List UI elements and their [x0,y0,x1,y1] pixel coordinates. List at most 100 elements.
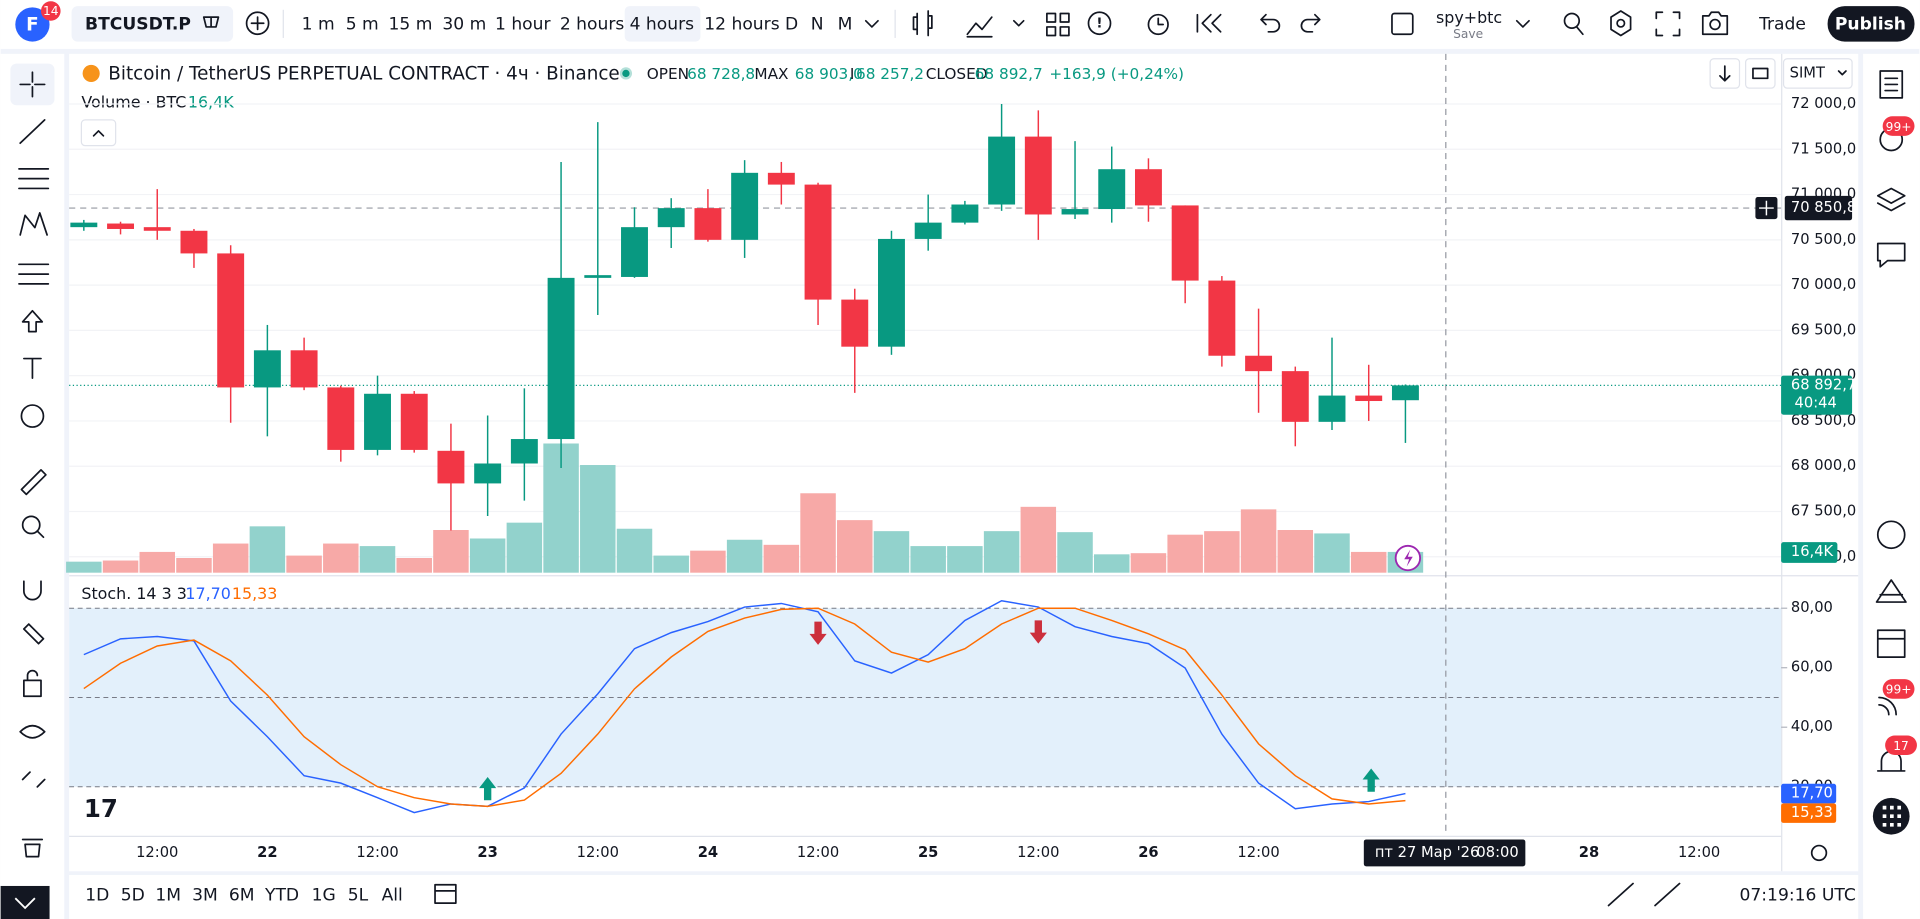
volume-bar [910,546,946,573]
tool-prediction[interactable] [18,263,50,285]
tool-misc[interactable] [23,530,45,698]
icon-chat[interactable] [1876,242,1906,268]
y-tick-label: 70 000,0 [1791,276,1856,293]
interval[interactable]: 2 hours [560,14,625,34]
collapse-button[interactable] [80,119,117,147]
stoch-tick-label: 40,00 [1791,718,1833,735]
volume-bar [176,557,212,573]
volume-bar [359,546,396,573]
icon-snapshot[interactable] [1701,11,1729,36]
volume-bar [469,538,506,573]
range-button[interactable]: 3M [192,886,218,906]
tool-ruler[interactable] [20,469,47,496]
interval[interactable]: 1 hour [495,14,552,34]
icon-layers[interactable] [1876,187,1906,212]
top-toolbar [0,0,1920,49]
reset-button[interactable] [1745,58,1776,89]
symbol-search[interactable] [71,6,234,42]
icon-alert-info[interactable] [1087,11,1112,36]
range-button[interactable]: All [382,886,403,906]
publish-button[interactable] [1827,6,1915,42]
trade-button[interactable]: Trade [1758,14,1806,34]
volume-bar [1020,506,1057,573]
interval[interactable]: M [838,14,853,34]
icon-settings[interactable] [1575,10,1632,37]
tool-panel-toggle[interactable] [0,885,50,919]
x-tick-label: 12:00 [1017,844,1059,861]
icon-fullscreen[interactable] [1655,11,1681,37]
icon-templates[interactable] [1046,12,1070,37]
y-tick-label: 72 000,0 [1791,95,1856,112]
interval[interactable]: 12 hours [704,14,779,34]
interval[interactable]: 1 m [302,14,335,34]
ohlc-item: 68 903,0 [795,65,863,83]
tool-arrow[interactable] [21,309,44,333]
badge-text: 99+ [1886,120,1912,134]
candle-body [253,350,281,388]
scale-mode-button[interactable] [1782,58,1853,89]
icon-chevron[interactable] [1515,19,1530,28]
x-tick-label: 25 [918,844,938,861]
icon-misc[interactable] [1875,579,1907,772]
volume-bar [1277,530,1314,573]
tool-trendline[interactable] [19,119,46,145]
volume-bar [286,555,322,573]
badge [1885,735,1917,756]
candle-body [143,227,171,231]
volume-bar [1240,509,1277,573]
candle-body [1391,385,1419,401]
interval[interactable]: 30 m [442,14,486,34]
candle-body [878,238,905,347]
range-button[interactable]: 1M [155,886,181,906]
interval[interactable]: 15 m [389,14,433,34]
icon-add[interactable] [245,11,270,36]
icon-chevron[interactable] [1012,19,1025,27]
interval[interactable]: D [785,14,798,34]
tool-emoji[interactable] [20,404,45,428]
icon-target[interactable] [1876,520,1906,550]
range-button[interactable]: 1G [312,886,336,906]
range-button[interactable]: YTD [264,886,299,906]
tool-active-bg [10,63,55,106]
tool-crosshair[interactable] [19,71,46,98]
tool-patterns[interactable] [19,212,48,236]
icon-alarm[interactable] [1147,13,1169,36]
candle-body [951,204,979,223]
icon-layout[interactable] [1391,12,1414,36]
tool-text[interactable] [23,357,42,379]
range-button[interactable]: 5D [121,886,145,906]
signal-up [1362,768,1380,792]
sidebar-icons: 99+ 99+ 17 [1872,70,1917,835]
icon-search[interactable] [1563,12,1581,30]
layout-save[interactable]: Save [1453,27,1483,41]
candle-body [988,136,1016,205]
icon-indicators[interactable] [966,16,993,38]
range-button[interactable]: 5L [348,886,369,906]
left-toolbar [0,53,65,919]
icon-chevron[interactable] [864,19,879,28]
range-button[interactable]: 6M [229,886,255,906]
volume-bar [433,530,469,573]
interval[interactable]: N [811,14,824,34]
tool-misc2[interactable] [19,724,46,858]
icon-drawing-shortcuts[interactable] [1607,882,1681,907]
tool-fib[interactable] [18,168,50,190]
avatar[interactable]: F 14 [15,1,61,42]
icon-undo[interactable] [1260,13,1281,33]
crosshair-add-icon [1759,200,1774,216]
layout-name[interactable]: spy+btc [1436,8,1502,27]
x-tick-label: 12:00 [356,844,398,861]
icon-goto-date[interactable] [434,883,457,904]
axis-settings[interactable] [1810,844,1828,862]
icon-candles[interactable] [912,10,933,37]
tool-zoom[interactable] [21,515,41,535]
icon-compare[interactable] [202,16,220,28]
icon-redo[interactable] [1300,13,1321,33]
icon-watchlist[interactable] [1879,70,1904,99]
x-tick-label: 12:00 [136,844,178,861]
stoch-k-legend: 17,70 [185,584,231,603]
range-button[interactable]: 1D [85,886,109,906]
interval[interactable]: 4 hours [630,14,695,34]
interval[interactable]: 5 m [346,14,379,34]
icon-replay[interactable] [1157,13,1222,33]
